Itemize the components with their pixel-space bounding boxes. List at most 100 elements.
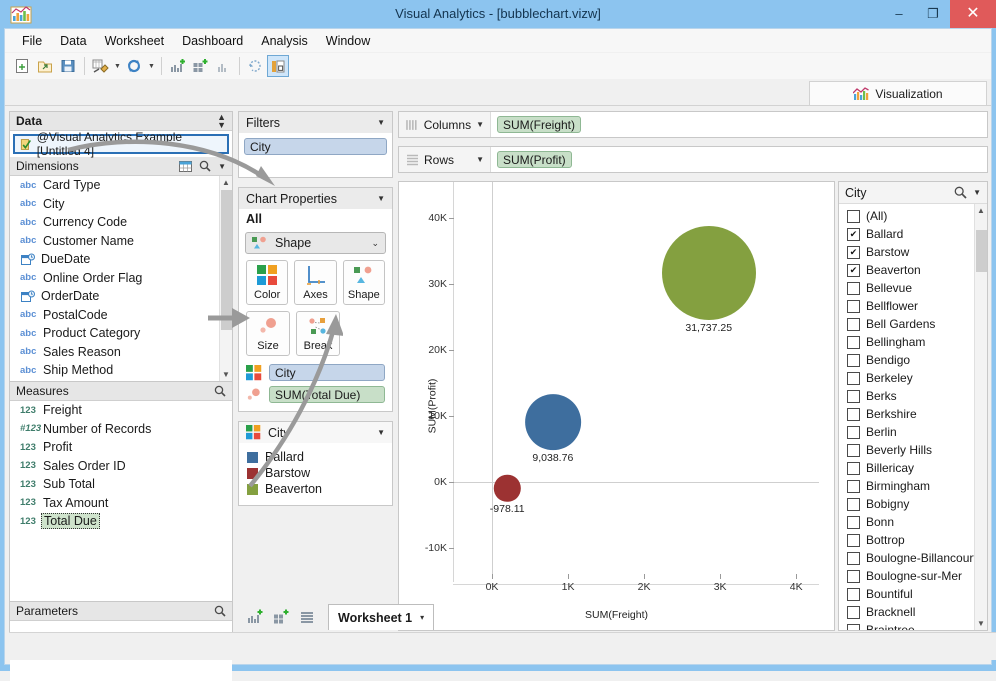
checkbox[interactable] <box>847 263 860 277</box>
chevron-down-icon[interactable]: ▼ <box>973 188 981 197</box>
city-filter-scrollbar[interactable]: ▲ ▼ <box>974 204 987 630</box>
new-dashboard-button[interactable] <box>189 55 211 77</box>
city-filter-item[interactable]: Billericay <box>839 459 987 477</box>
maximize-button[interactable]: ❐ <box>916 0 950 28</box>
checkbox[interactable] <box>847 551 860 565</box>
open-button[interactable] <box>34 55 56 77</box>
scroll-up-icon[interactable]: ▲ <box>977 206 985 215</box>
filter-pill-city[interactable]: City <box>244 138 387 155</box>
checkbox[interactable] <box>847 407 860 421</box>
checkbox[interactable] <box>847 515 860 529</box>
menu-item-window[interactable]: Window <box>325 33 371 48</box>
search-icon[interactable] <box>199 160 211 172</box>
bubble-mark[interactable] <box>494 475 521 502</box>
dimension-row[interactable]: abc City <box>10 195 232 214</box>
measure-row[interactable]: 123 Tax Amount <box>10 494 232 513</box>
search-icon[interactable] <box>214 605 226 617</box>
city-filter-item[interactable]: Berkeley <box>839 369 987 387</box>
checkbox[interactable] <box>847 623 860 630</box>
city-filter-item[interactable]: Bobigny <box>839 495 987 513</box>
color-property-button[interactable]: Color <box>246 260 289 305</box>
city-filter-item[interactable]: Bendigo <box>839 351 987 369</box>
dimension-row[interactable]: abc Currency Code <box>10 213 232 232</box>
checkbox[interactable] <box>847 335 860 349</box>
new-story-button-bottom[interactable] <box>296 606 318 628</box>
city-filter-item[interactable]: Barstow <box>839 243 987 261</box>
bubble-mark[interactable] <box>661 225 756 320</box>
checkbox[interactable] <box>847 605 860 619</box>
checkbox[interactable] <box>847 353 860 367</box>
save-button[interactable] <box>57 55 79 77</box>
clear-button[interactable] <box>244 55 266 77</box>
legend-item[interactable]: Beaverton <box>239 481 392 497</box>
city-filter-list[interactable]: (All) Ballard Barstow Beaverton Bellevue Bell… <box>839 204 987 630</box>
checkbox[interactable] <box>847 317 860 331</box>
data-pane-resize-handle[interactable]: ▲ ▼ <box>217 112 226 130</box>
datasource-item[interactable]: @Visual Analytics Example [Untitled 4] <box>13 130 229 158</box>
city-filter-item[interactable]: Bottrop <box>839 531 987 549</box>
shape-property-button[interactable]: Shape <box>342 260 385 305</box>
search-icon[interactable] <box>954 186 967 199</box>
columns-shelf[interactable]: Columns ▼ SUM(Freight) <box>398 111 988 138</box>
checkbox[interactable] <box>847 209 860 223</box>
checkbox[interactable] <box>847 461 860 475</box>
checkbox[interactable] <box>847 587 860 601</box>
city-filter-item[interactable]: Beaverton <box>839 261 987 279</box>
checkbox[interactable] <box>847 533 860 547</box>
city-filter-item[interactable]: Braintree <box>839 621 987 630</box>
scroll-up-icon[interactable]: ▲ <box>222 178 230 187</box>
tab-visualization[interactable]: Visualization <box>809 81 987 105</box>
worksheet-tab[interactable]: Worksheet 1 ▾ <box>328 604 435 630</box>
new-worksheet-button[interactable] <box>166 55 188 77</box>
city-filter-item[interactable]: Bountiful <box>839 585 987 603</box>
measure-row[interactable]: 123 Freight <box>10 401 232 420</box>
checkbox[interactable] <box>847 227 860 241</box>
new-button[interactable] <box>11 55 33 77</box>
city-filter-item[interactable]: Ballard <box>839 225 987 243</box>
measures-list[interactable]: 123 Freight #123 Number of Records 123 Profit… <box>10 401 232 602</box>
chevron-down-icon[interactable]: ▼ <box>476 155 484 164</box>
break-property-button[interactable]: Break <box>296 311 340 356</box>
chevron-down-icon[interactable]: ▼ <box>377 428 385 437</box>
menu-item-worksheet[interactable]: Worksheet <box>104 33 165 48</box>
close-button[interactable]: ✕ <box>950 0 996 28</box>
city-filter-item[interactable]: Berkshire <box>839 405 987 423</box>
city-filter-item[interactable]: Bellingham <box>839 333 987 351</box>
dimensions-list[interactable]: abc Card Type abc City abc Currency Code abc Cu… <box>10 176 232 382</box>
connect-data-button[interactable] <box>89 55 111 77</box>
new-worksheet-button-bottom[interactable] <box>244 606 266 628</box>
connect-data-caret[interactable]: ▼ <box>114 62 121 70</box>
measure-row[interactable]: #123 Number of Records <box>10 420 232 439</box>
measure-row[interactable]: 123 Sub Total <box>10 475 232 494</box>
city-filter-item[interactable]: Bellflower <box>839 297 987 315</box>
checkbox[interactable] <box>847 443 860 457</box>
scroll-thumb[interactable] <box>221 190 232 330</box>
dimension-row[interactable]: abc Sales Reason <box>10 343 232 362</box>
chevron-down-icon[interactable]: ▼ <box>476 120 484 129</box>
size-encoding-pill[interactable]: SUM(Total Due) <box>269 386 385 403</box>
measure-row[interactable]: 123 Total Due <box>10 512 232 531</box>
city-filter-item[interactable]: Boulogne-Billancourt <box>839 549 987 567</box>
dimension-row[interactable]: abc Customer Name <box>10 232 232 251</box>
new-story-button[interactable] <box>212 55 234 77</box>
checkbox[interactable] <box>847 479 860 493</box>
checkbox[interactable] <box>847 569 860 583</box>
city-filter-item[interactable]: (All) <box>839 207 987 225</box>
city-filter-item[interactable]: Berks <box>839 387 987 405</box>
scroll-down-icon[interactable]: ▼ <box>222 370 230 379</box>
legend-item[interactable]: Ballard <box>239 449 392 465</box>
dimension-row[interactable]: abc Ship Method <box>10 361 232 380</box>
measure-row[interactable]: 123 Profit <box>10 438 232 457</box>
checkbox[interactable] <box>847 389 860 403</box>
new-dashboard-button-bottom[interactable] <box>270 606 292 628</box>
columns-pill-freight[interactable]: SUM(Freight) <box>497 116 582 133</box>
dimension-row[interactable]: abc PostalCode <box>10 306 232 325</box>
measure-row[interactable]: 123 Sales Order ID <box>10 457 232 476</box>
color-encoding-pill[interactable]: City <box>269 364 385 381</box>
dimension-row[interactable]: abc Card Type <box>10 176 232 195</box>
menu-item-file[interactable]: File <box>22 33 43 48</box>
rows-shelf[interactable]: Rows ▼ SUM(Profit) <box>398 146 988 173</box>
chevron-down-icon[interactable]: ⌄ <box>371 237 379 248</box>
chevron-down-icon[interactable]: ▼ <box>377 118 385 127</box>
dimension-row[interactable]: abc Product Category <box>10 324 232 343</box>
